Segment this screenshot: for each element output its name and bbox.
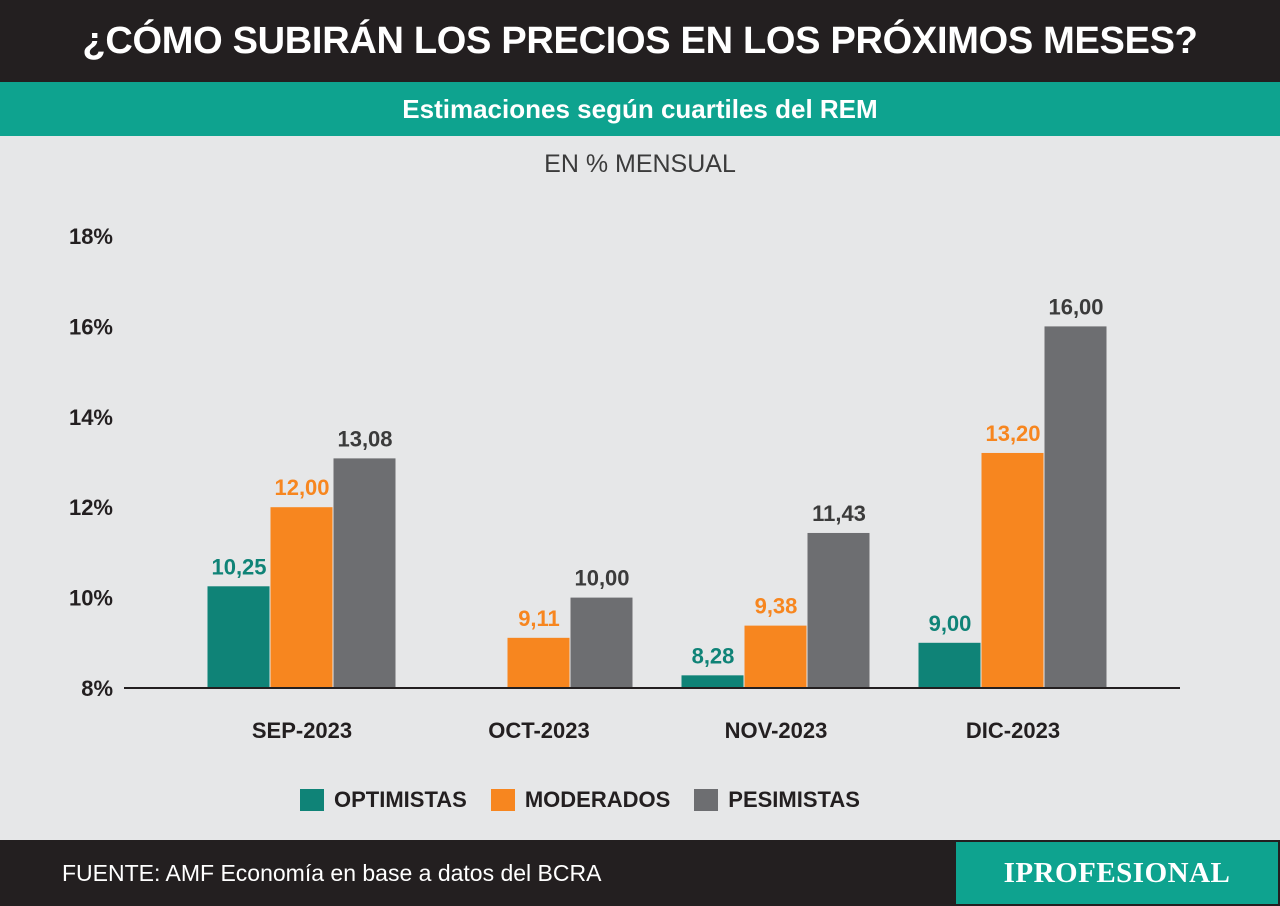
data-label-optimistas: 10,25 [211, 554, 266, 579]
bar-pesimistas [1044, 326, 1107, 688]
y-tick-label: 18% [69, 224, 113, 249]
bar-moderados [270, 507, 333, 688]
y-tick-label: 12% [69, 495, 113, 520]
legend-label-moderados: MODERADOS [524, 787, 671, 812]
data-label-optimistas: 9,00 [929, 611, 972, 636]
legend-label-pesimistas: PESIMISTAS [728, 787, 860, 812]
bar-pesimistas [333, 458, 396, 688]
bar-pesimistas [807, 532, 870, 688]
legend-item-optimistas: OPTIMISTAS [300, 787, 467, 813]
y-tick-label: 14% [69, 405, 113, 430]
bar-chart: 8% 10% 12% 14% 16% 18% 10,25 12,00 13,08 SEP-2023… [69, 224, 1180, 743]
bar-moderados [744, 625, 807, 688]
x-tick-label: OCT-2023 [488, 718, 590, 743]
source-note: FUENTE: AMF Economía en base a datos del… [62, 859, 602, 886]
legend-swatch-pesimistas [694, 789, 719, 811]
x-tick-label: DIC-2023 [966, 718, 1060, 743]
data-label-optimistas: 8,28 [692, 643, 735, 668]
bar-pesimistas [570, 597, 633, 688]
legend-swatch-optimistas [300, 789, 324, 811]
data-label-pesimistas: 13,08 [337, 426, 392, 451]
y-tick-label: 8% [81, 676, 113, 701]
x-tick-label: SEP-2023 [252, 718, 352, 743]
legend: OPTIMISTAS MODERADOS PESIMISTAS [300, 784, 884, 816]
x-tick-label: NOV-2023 [725, 718, 828, 743]
data-label-moderados: 12,00 [274, 475, 329, 500]
chart-subtitle: Estimaciones según cuartiles del REM [0, 82, 1280, 136]
bar-optimistas [681, 675, 744, 688]
legend-swatch-moderados [490, 789, 515, 811]
data-label-pesimistas: 10,00 [574, 566, 629, 591]
bar-optimistas [207, 586, 270, 688]
chart-title: ¿CÓMO SUBIRÁN LOS PRECIOS EN LOS PRÓXIMO… [0, 0, 1280, 82]
bar-moderados [507, 637, 570, 688]
legend-item-pesimistas: PESIMISTAS [694, 787, 860, 813]
data-label-pesimistas: 11,43 [812, 501, 866, 526]
bar-moderados [981, 452, 1044, 688]
y-tick-label: 16% [69, 314, 113, 339]
brand-logo: IPROFESIONAL [956, 842, 1278, 904]
bar-optimistas [918, 642, 981, 688]
data-label-pesimistas: 16,00 [1048, 294, 1103, 319]
data-label-moderados: 9,38 [755, 594, 798, 619]
data-label-moderados: 9,11 [518, 606, 560, 631]
footer: FUENTE: AMF Economía en base a datos del… [0, 840, 1280, 906]
data-label-moderados: 13,20 [985, 421, 1040, 446]
unit-label: EN % MENSUAL [544, 150, 736, 178]
legend-label-optimistas: OPTIMISTAS [334, 787, 467, 812]
legend-item-moderados: MODERADOS [490, 787, 671, 813]
y-tick-label: 10% [69, 586, 113, 611]
